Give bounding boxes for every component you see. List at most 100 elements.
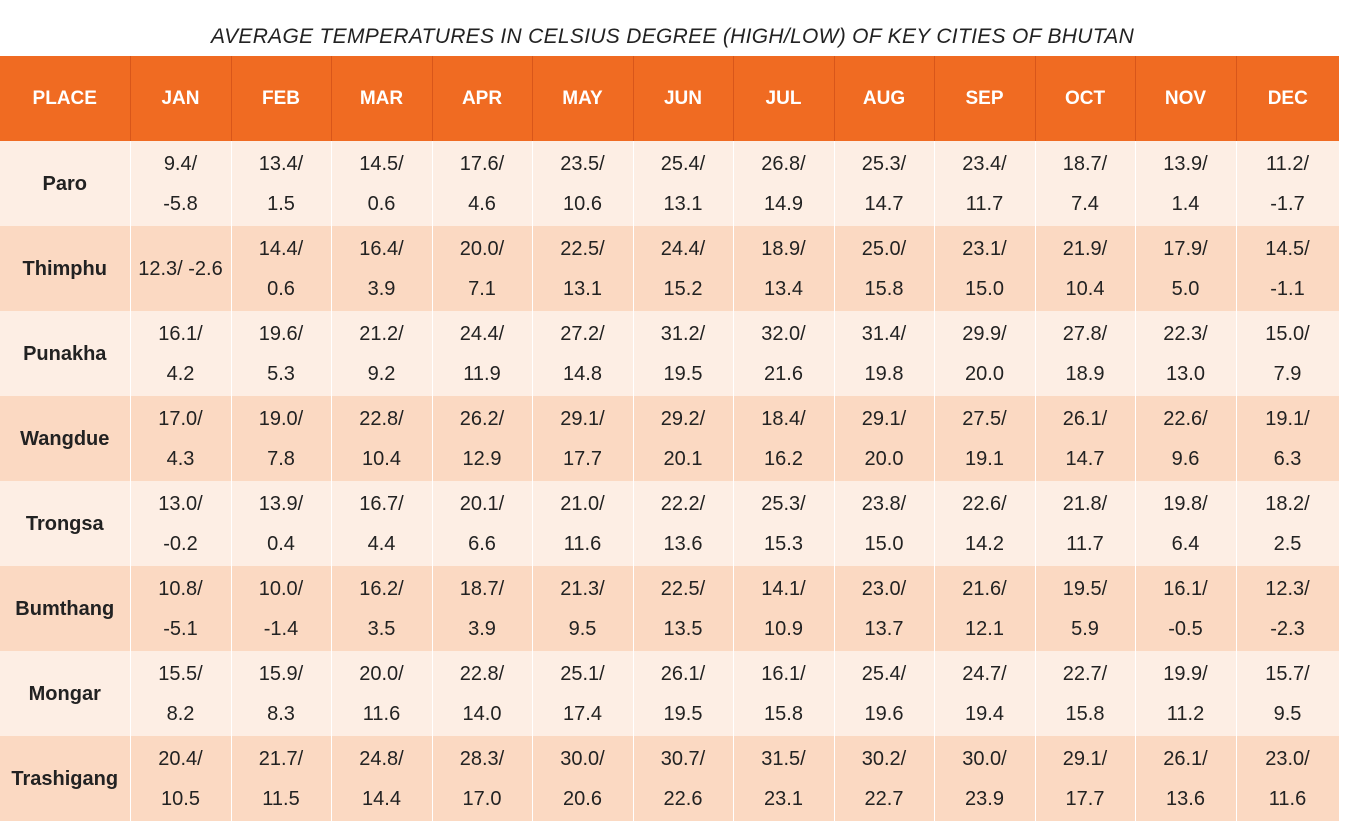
place-cell: Thimphu <box>0 226 131 311</box>
high-temp: 27.8/ <box>1062 322 1108 345</box>
high-temp: 17.6/ <box>459 152 505 175</box>
temperature-cell: 13.0/ -0.2 <box>130 481 232 566</box>
low-temp: 15.8 <box>864 277 904 300</box>
temperature-cell: 18.7/7.4 <box>1035 141 1136 226</box>
temperature-cell: 21.7/11.5 <box>231 736 332 821</box>
high-temp: 20.0/ <box>359 662 404 685</box>
high-temp: 19.6/ <box>258 322 304 345</box>
temperature-cell: 16.2/3.5 <box>331 566 433 651</box>
high-temp: 9.4/ <box>163 152 198 175</box>
table-row: Trashigang 20.4/10.5 21.7/11.5 24.8/14.4 28.… <box>0 736 1340 821</box>
high-temp: 18.7/ <box>1062 152 1108 175</box>
temperature-cell: 26.1/14.7 <box>1035 396 1136 481</box>
table-row: Bumthang 10.8/-5.1 10.0/-1.4 16.2/3.5 18.7/3… <box>0 566 1340 651</box>
high-temp: 10.8/ <box>158 577 203 600</box>
temperature-cell: 21.2/9.2 <box>331 311 433 396</box>
header-month: JAN <box>130 56 232 141</box>
low-temp: 15.2 <box>663 277 703 300</box>
high-temp: 12.3/ <box>1265 577 1310 600</box>
high-temp: 14.4/ <box>258 237 304 260</box>
high-temp: 25.4/ <box>660 152 706 175</box>
temperature-cell: 27.8/18.9 <box>1035 311 1136 396</box>
low-temp: 20.0 <box>864 447 904 470</box>
temperature-cell: 23.0/13.7 <box>834 566 935 651</box>
low-temp: 11.6 <box>362 702 401 725</box>
temperature-cell: 22.6/14.2 <box>934 481 1036 566</box>
low-temp: 18.9 <box>1065 362 1105 385</box>
low-temp: 20.6 <box>563 787 602 810</box>
table-title: AVERAGE TEMPERATURES IN CELSIUS DEGREE (… <box>210 25 1135 48</box>
low-temp: 6.6 <box>468 532 496 555</box>
low-temp: 2.5 <box>1273 532 1302 555</box>
temperature-cell: 18.4/16.2 <box>733 396 835 481</box>
temperature-cell: 28.3/17.0 <box>432 736 533 821</box>
high-temp: 16.1/ <box>761 662 806 685</box>
temperature-cell: 13.4/1.5 <box>231 141 332 226</box>
high-temp: 26.8/ <box>761 152 806 175</box>
temperature-cell: 18.2/2.5 <box>1236 481 1340 566</box>
temperature-cell: 21.0/11.6 <box>532 481 634 566</box>
low-temp: 12.9 <box>462 447 502 470</box>
low-temp: 3.9 <box>468 617 496 640</box>
temperature-cell: 10.0/ -1.4 <box>231 566 332 651</box>
low-temp: 9.2 <box>367 362 396 385</box>
low-temp: 19.1 <box>965 447 1004 470</box>
high-temp: 29.1/ <box>560 407 605 430</box>
place-cell: Wangdue <box>0 396 131 481</box>
temperature-cell: 29.1/17.7 <box>1035 736 1136 821</box>
high-temp: 24.4/ <box>459 322 505 345</box>
high-temp: 25.1/ <box>560 662 605 685</box>
temperature-cell: 19.5/5.9 <box>1035 566 1136 651</box>
high-temp: 21.0/ <box>560 492 605 515</box>
temperature-cell: 29.1/20.0 <box>834 396 935 481</box>
low-temp: 22.6 <box>663 787 703 810</box>
temperature-cell: 26.8/14.9 <box>733 141 835 226</box>
temperature-cell: 25.1/17.4 <box>532 651 634 736</box>
high-temp: 24.7/ <box>962 662 1007 685</box>
table-row: Trongsa 13.0/-0.2 13.9/0.4 16.7/4.4 20.1/6.6… <box>0 481 1340 566</box>
low-temp: 23.9 <box>965 787 1004 810</box>
temperature-cell: 15.0/7.9 <box>1236 311 1340 396</box>
low-temp: 15.3 <box>764 532 803 555</box>
high-temp: 18.2/ <box>1265 492 1310 515</box>
temperature-cell: 22.8/10.4 <box>331 396 433 481</box>
high-temp: 22.6/ <box>962 492 1007 515</box>
high-temp: 22.6/ <box>1163 407 1208 430</box>
high-temp: 28.3/ <box>459 747 505 770</box>
low-temp: 4.3 <box>166 447 195 470</box>
header-row: PLACE JAN FEB MAR APR MAY JUN JUL AUG SE… <box>0 56 1339 141</box>
header-month: NOV <box>1135 56 1237 141</box>
high-temp: 22.3/ <box>1163 322 1208 345</box>
temperature-cell: 29.9/20.0 <box>934 311 1036 396</box>
high-temp: 21.6/ <box>962 577 1007 600</box>
high-temp: 23.8/ <box>861 492 907 515</box>
high-temp: 30.2/ <box>861 747 907 770</box>
high-temp: 25.3/ <box>761 492 806 515</box>
high-temp: 23.4/ <box>962 152 1007 175</box>
temperature-cell: 24.8/14.4 <box>331 736 433 821</box>
temperature-cell: 27.2/14.8 <box>532 311 634 396</box>
high-temp: 21.8/ <box>1062 492 1108 515</box>
temperature-cell: 13.9/0.4 <box>231 481 332 566</box>
temperature-cell: 22.3/13.0 <box>1135 311 1237 396</box>
low-temp: 5.0 <box>1171 277 1200 300</box>
high-temp: 23.5/ <box>560 152 605 175</box>
high-temp: 15.7/ <box>1265 662 1310 685</box>
low-temp: 8.3 <box>267 702 295 725</box>
temperature-cell: 19.0/7.8 <box>231 396 332 481</box>
high-temp: 22.8/ <box>359 407 404 430</box>
header-month: AUG <box>834 56 935 141</box>
low-temp: 1.5 <box>267 192 295 215</box>
low-temp: 10.4 <box>362 447 401 470</box>
low-temp: 3.9 <box>367 277 396 300</box>
low-temp: 15.8 <box>1065 702 1105 725</box>
table-row: Wangdue 17.0/4.3 19.0/7.8 22.8/10.4 26.2/12.… <box>0 396 1340 481</box>
temperature-cell: 25.3/15.3 <box>733 481 835 566</box>
temperature-cell: 14.1/10.9 <box>733 566 835 651</box>
temperature-cell: 19.1/6.3 <box>1236 396 1340 481</box>
low-temp: 19.5 <box>663 702 703 725</box>
low-temp: 13.7 <box>864 617 904 640</box>
temperature-cell: 26.2/12.9 <box>432 396 533 481</box>
temperature-cell: 24.7/19.4 <box>934 651 1036 736</box>
high-temp: 18.4/ <box>761 407 806 430</box>
